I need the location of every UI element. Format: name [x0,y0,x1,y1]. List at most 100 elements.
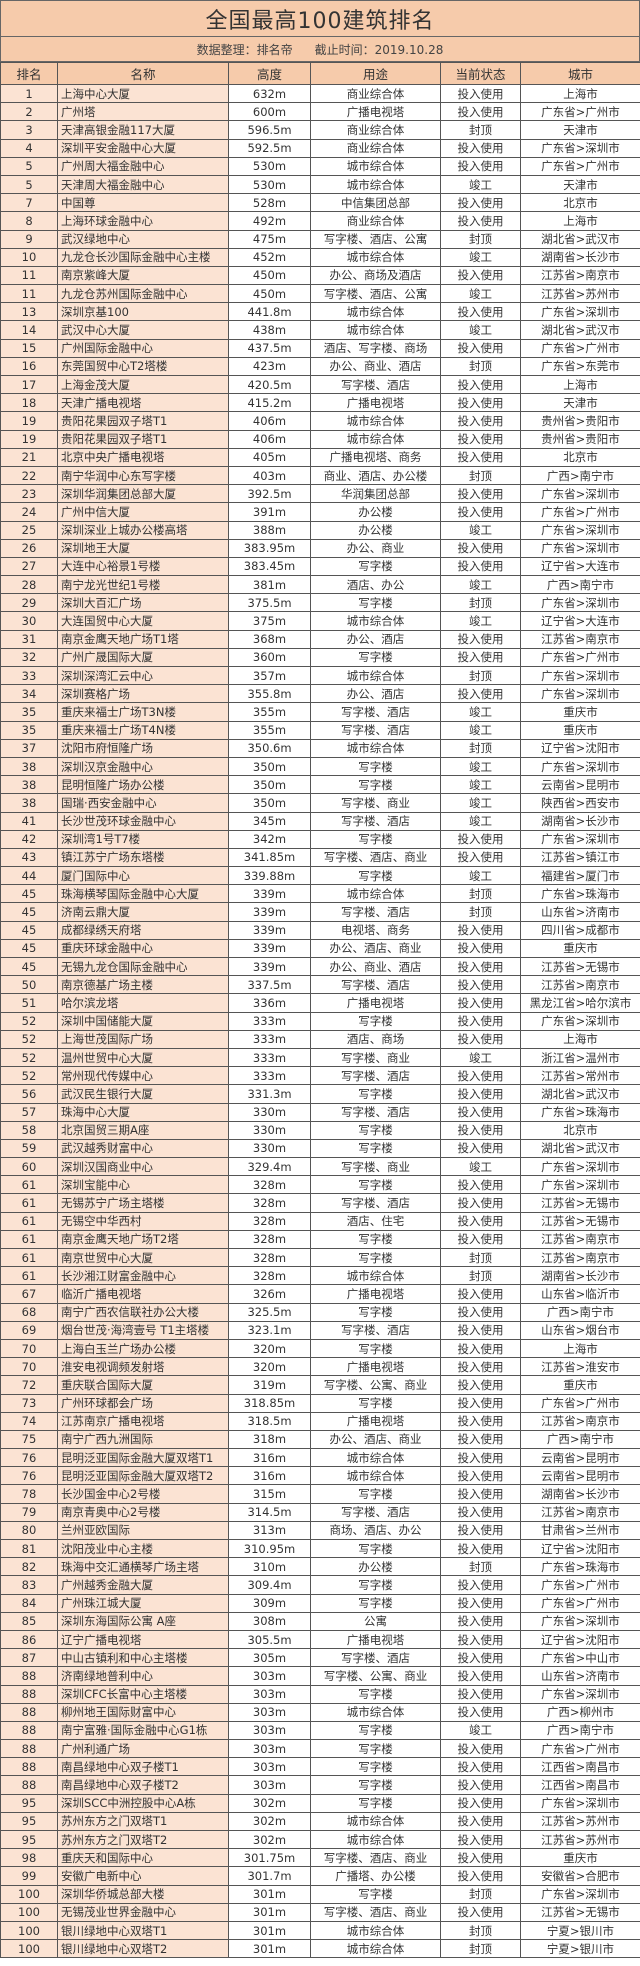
cell-use: 写字楼 [310,556,441,577]
cell-use: 城市综合体 [310,174,441,195]
cell-name: 上海白玉兰广场办公楼 [57,1338,229,1359]
cell-height: 331.3m [228,1084,311,1104]
cell-status: 封顶 [440,738,521,758]
cell-name: 深圳CFC长富中心主塔楼 [57,1684,229,1704]
cell-city: 广东省>深圳市 [520,665,640,686]
cell-status: 投入使用 [440,1448,521,1468]
cell-status: 投入使用 [440,1666,521,1686]
cell-city: 广西>柳州市 [520,1702,640,1722]
cell-name: 沈阳茂业中心主楼 [57,1538,229,1559]
cell-status: 封顶 [440,356,521,377]
cell-city: 广东省>珠海市 [520,1102,640,1122]
cell-city: 江苏省>南京市 [520,265,640,286]
cell-rank: 68 [0,1302,58,1322]
cell-use: 写字楼 [310,647,441,668]
cell-status: 投入使用 [440,1066,521,1086]
cell-status: 投入使用 [440,1575,521,1595]
cell-status: 投入使用 [440,193,521,213]
cell-name: 南京金鹰天地广场T1塔 [57,629,229,649]
cell-city: 广东省>中山市 [520,1648,640,1668]
cell-rank: 100 [0,1920,58,1941]
cell-status: 投入使用 [440,1229,521,1250]
cell-status: 投入使用 [440,684,521,704]
table-row: 59 武汉越秀财富中心 330m 写字楼 投入使用 湖北省>武汉市 [0,1138,640,1159]
cell-city: 北京市 [520,1120,640,1140]
cell-city: 广东省>深圳市 [520,1611,640,1631]
cell-use: 华润集团总部 [310,484,441,504]
cell-name: 南昌绿地中心双子楼T2 [57,1775,229,1795]
table-row: 41 长沙世茂环球金融中心 345m 写字楼、酒店 竣工 湖南省>长沙市 [0,811,640,831]
table-row: 70 上海白玉兰广场办公楼 320m 写字楼 投入使用 上海市 [0,1338,640,1359]
cell-height: 360m [228,647,311,668]
cell-use: 写字楼、酒店、公寓 [310,229,441,249]
cell-status: 投入使用 [440,1629,521,1650]
table-row: 27 大连中心裕景1号楼 383.45m 写字楼 投入使用 辽宁省>大连市 [0,556,640,577]
cell-status: 投入使用 [440,1793,521,1813]
cell-status: 竣工 [440,611,521,631]
table-row: 33 深圳深湾汇云中心 357m 城市综合体 封顶 广东省>深圳市 [0,665,640,686]
cell-status: 投入使用 [440,1902,521,1922]
cell-name: 银川绿地中心双塔T2 [57,1939,229,1959]
cell-use: 写字楼 [310,1229,441,1250]
cell-status: 封顶 [440,1884,521,1904]
table-row: 61 南京世贸中心大厦 328m 写字楼 封顶 江苏省>南京市 [0,1247,640,1268]
table-row: 34 深圳赛格广场 355.8m 办公、酒店 投入使用 广东省>深圳市 [0,684,640,704]
cell-height: 405m [228,447,311,467]
cell-city: 云南省>昆明市 [520,775,640,795]
cell-status: 投入使用 [440,302,521,322]
cell-name: 贵阳花果园双子塔T1 [57,429,229,449]
table-row: 58 北京国贸三期A座 330m 写字楼 投入使用 北京市 [0,1120,640,1140]
cell-status: 投入使用 [440,1338,521,1359]
cell-status: 投入使用 [440,938,521,959]
subtitle: 数据整理：排名帝 截止时间：2019.10.28 [0,36,640,62]
cell-rank: 15 [0,338,58,358]
cell-rank: 18 [0,393,58,413]
cell-city: 云南省>昆明市 [520,1466,640,1486]
cell-rank: 31 [0,629,58,649]
cell-rank: 44 [0,866,58,886]
cell-city: 江苏省>南京市 [520,629,640,649]
table-row: 19 贵阳花果园双子塔T1 406m 城市综合体 投入使用 贵州省>贵阳市 [0,429,640,449]
table-row: 22 南宁华润中心东写字楼 403m 商业、酒店、办公楼 封顶 广西>南宁市 [0,465,640,486]
cell-use: 公寓 [310,1611,441,1631]
table-row: 52 常州现代传媒中心 333m 写字楼、酒店 投入使用 江苏省>常州市 [0,1066,640,1086]
cell-name: 辽宁广播电视塔 [57,1629,229,1650]
cell-status: 竣工 [440,520,521,540]
table-row: 87 中山古镇利和中心主塔楼 305m 写字楼、酒店 投入使用 广东省>中山市 [0,1648,640,1668]
cell-status: 封顶 [440,665,521,686]
cell-status: 封顶 [440,1939,521,1959]
cell-status: 投入使用 [440,502,521,522]
cell-city: 山东省>济南市 [520,1666,640,1686]
cell-name: 银川绿地中心双塔T1 [57,1920,229,1941]
cell-city: 江苏省>镇江市 [520,847,640,868]
cell-name: 临沂广播电视塔 [57,1284,229,1304]
cell-city: 湖北省>武汉市 [520,229,640,249]
cell-use: 广播电视塔、商务 [310,447,441,467]
cell-use: 城市综合体 [310,1466,441,1486]
cell-name: 哈尔滨龙塔 [57,993,229,1013]
cell-height: 388m [228,520,311,540]
col-header-city: 城市 [520,62,640,85]
cell-name: 广州珠江城大厦 [57,1593,229,1613]
table-row: 100 银川绿地中心双塔T1 301m 城市综合体 封顶 宁夏>银川市 [0,1920,640,1941]
cell-use: 办公、商场及酒店 [310,265,441,286]
cell-city: 山东省>临沂市 [520,1284,640,1304]
cell-height: 301m [228,1884,311,1904]
cell-name: 重庆天和国际中心 [57,1848,229,1868]
cell-city: 广西>南宁市 [520,1302,640,1322]
cell-rank: 79 [0,1502,58,1522]
ranking-table: 排名 名称 高度 用途 当前状态 城市 1 上海中心大厦 632m 商业综合体 投入使用… [0,62,640,1959]
table-row: 82 珠海中交汇通横琴广场主塔 310m 办公楼 封顶 广东省>珠海市 [0,1557,640,1577]
table-row: 38 昆明恒隆广场办公楼 350m 写字楼 竣工 云南省>昆明市 [0,775,640,795]
cell-city: 广东省>广州市 [520,647,640,668]
col-header-rank: 排名 [0,62,58,85]
cell-height: 475m [228,229,311,249]
cell-city: 湖南省>长沙市 [520,1484,640,1504]
cell-use: 写字楼、公寓、商业 [310,1666,441,1686]
cell-status: 投入使用 [440,83,521,104]
cell-use: 写字楼 [310,829,441,849]
cell-rank: 38 [0,793,58,813]
cell-status: 封顶 [440,902,521,922]
cell-name: 九龙仓长沙国际金融中心主楼 [57,247,229,267]
cell-name: 长沙世茂环球金融中心 [57,811,229,831]
